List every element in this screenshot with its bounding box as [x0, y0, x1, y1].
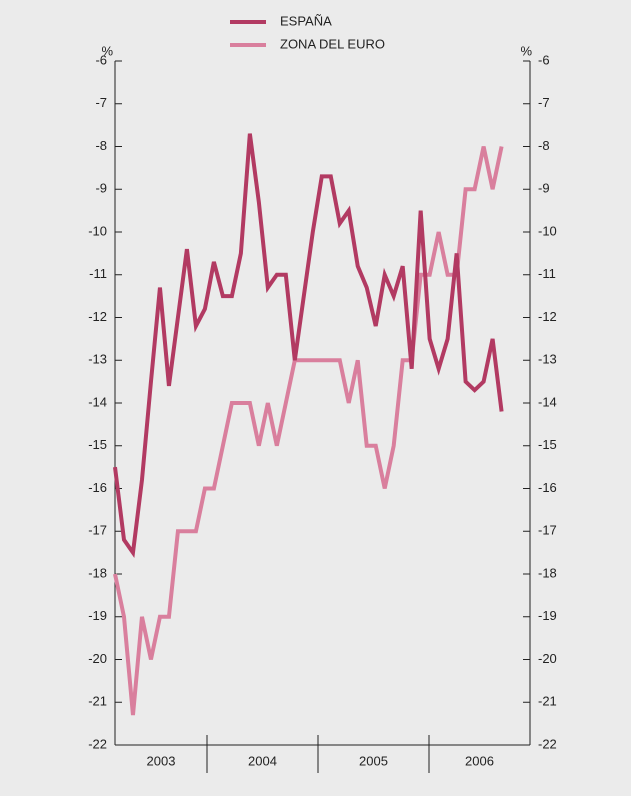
y-tick-label-right: -13 [538, 352, 557, 367]
y-tick-label-left: -15 [88, 437, 107, 452]
y-tick-label-right: -11 [538, 266, 556, 281]
y-tick-label-left: -7 [95, 95, 107, 110]
x-year-label: 2003 [147, 753, 176, 768]
y-tick-label-right: -17 [538, 523, 557, 538]
y-tick-label-right: -12 [538, 309, 557, 324]
series-line [113, 146, 504, 716]
y-tick-label-left: -11 [89, 266, 107, 281]
y-tick-label-left: -16 [88, 480, 107, 495]
y-unit-right: % [520, 43, 532, 58]
y-tick-label-right: -19 [538, 608, 557, 623]
y-unit-left: % [101, 43, 113, 58]
y-tick-label-right: -22 [538, 736, 557, 751]
y-tick-label-left: -10 [88, 223, 107, 238]
y-tick-label-right: -16 [538, 480, 557, 495]
y-tick-label-left: -9 [95, 181, 107, 196]
y-tick-label-right: -20 [538, 651, 557, 666]
series-line [113, 133, 504, 559]
y-tick-label-left: -18 [88, 565, 107, 580]
y-tick-label-right: -15 [538, 437, 557, 452]
legend-label: ZONA DEL EURO [280, 36, 385, 51]
y-tick-label-right: -9 [538, 181, 550, 196]
y-tick-label-left: -21 [88, 694, 107, 709]
y-tick-label-left: -13 [88, 352, 107, 367]
legend-label: ESPAÑA [280, 13, 332, 28]
y-tick-label-right: -7 [538, 95, 550, 110]
y-tick-label-right: -6 [538, 52, 550, 67]
y-tick-label-left: -12 [88, 309, 107, 324]
y-tick-label-left: -19 [88, 608, 107, 623]
y-tick-label-left: -17 [88, 523, 107, 538]
x-year-label: 2006 [465, 753, 494, 768]
y-tick-label-right: -8 [538, 138, 550, 153]
y-tick-label-left: -22 [88, 736, 107, 751]
x-year-label: 2005 [359, 753, 388, 768]
y-tick-label-right: -18 [538, 565, 557, 580]
y-tick-label-left: -8 [95, 138, 107, 153]
y-tick-label-left: -6 [95, 52, 107, 67]
y-tick-label-left: -20 [88, 651, 107, 666]
y-tick-label-right: -10 [538, 223, 557, 238]
x-year-label: 2004 [248, 753, 277, 768]
y-tick-label-right: -14 [538, 394, 557, 409]
y-tick-label-left: -14 [88, 394, 107, 409]
y-tick-label-right: -21 [538, 694, 557, 709]
